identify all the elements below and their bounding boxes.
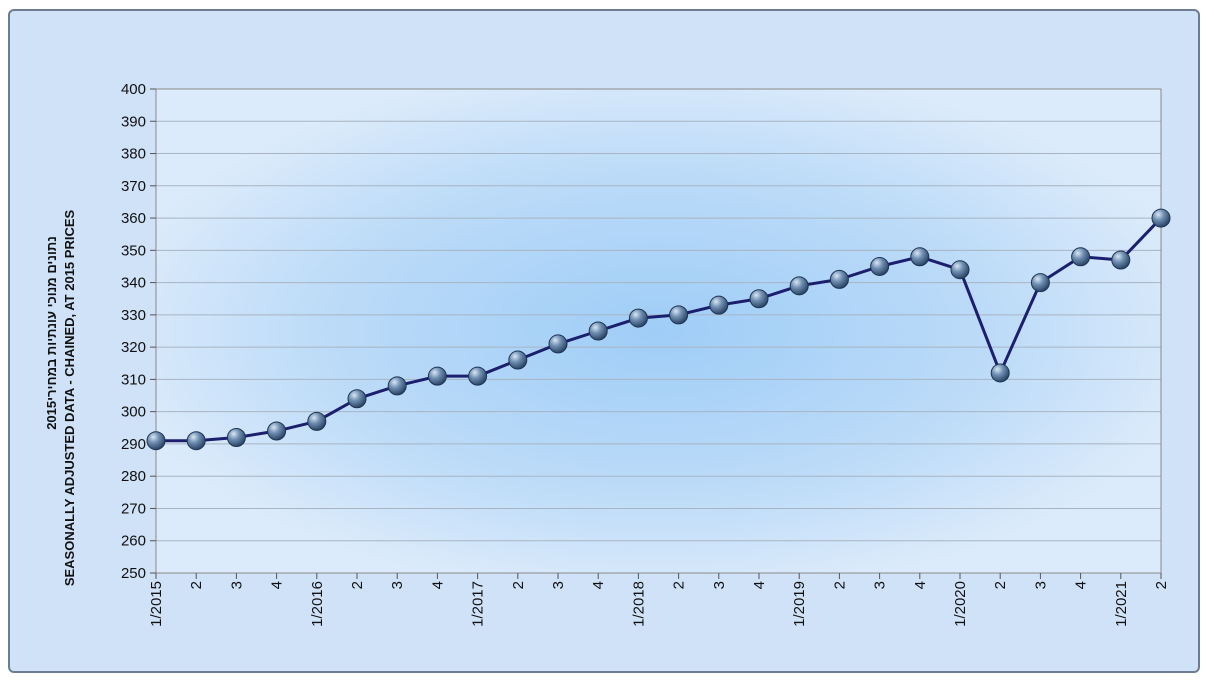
y-axis-title-english: SEASONALLY ADJUSTED DATA - CHAINED, AT 2… — [62, 210, 77, 587]
x-tick-label: 3 — [711, 581, 728, 589]
x-tick-label: 4 — [1073, 581, 1090, 589]
y-tick-label: 280 — [121, 468, 146, 485]
data-point — [1071, 247, 1091, 267]
x-tick-label: 3 — [389, 581, 406, 589]
x-tick-label: 1/2020 — [952, 581, 969, 627]
x-tick-label: 4 — [429, 581, 446, 589]
data-point — [1111, 250, 1131, 270]
y-tick-label: 320 — [121, 339, 146, 356]
y-tick-label: 260 — [121, 533, 146, 550]
y-tick-label: 290 — [121, 436, 146, 453]
x-tick-label: 4 — [269, 581, 286, 589]
x-tick-label: 4 — [751, 581, 768, 589]
y-tick-label: 310 — [121, 371, 146, 388]
data-point — [226, 427, 246, 447]
data-point — [990, 363, 1010, 383]
y-tick-label: 360 — [121, 210, 146, 227]
data-point — [709, 295, 729, 315]
x-axis: 1/2015 2 3 4 1/2016 2 3 4 1/2017 2 3 4 1/2018 2 3 4 1/20… — [148, 573, 1170, 627]
y-tick-label: 380 — [121, 146, 146, 163]
series-group — [146, 208, 1171, 451]
data-point — [588, 321, 608, 341]
x-tick-label: 1/2017 — [470, 581, 487, 627]
data-point — [468, 366, 488, 386]
y-tick-label: 400 — [121, 81, 146, 98]
y-tick-label: 350 — [121, 242, 146, 259]
y-tick-label: 300 — [121, 404, 146, 421]
data-point — [789, 276, 809, 296]
x-tick-label: 2 — [510, 581, 527, 589]
y-tick-label: 370 — [121, 178, 146, 195]
x-tick-label: 4 — [590, 581, 607, 589]
x-tick-label: 4 — [912, 581, 929, 589]
data-point — [950, 260, 970, 280]
data-point — [387, 376, 407, 396]
y-axis-title-hebrew: נתונים מנוכי עונתיות במחירי2015 — [44, 236, 59, 430]
y-tick-label: 390 — [121, 113, 146, 130]
y-tick-label: 340 — [121, 275, 146, 292]
data-point — [347, 389, 367, 409]
data-point — [749, 289, 769, 309]
data-point — [146, 431, 166, 451]
y-axis: 250 260 270 280 290 300 310 320 330 340 350 360 370 3… — [121, 81, 156, 582]
data-point — [669, 305, 689, 325]
x-tick-label: 2 — [188, 581, 205, 589]
x-tick-label: 1/2021 — [1113, 581, 1130, 627]
data-point — [267, 421, 287, 441]
y-tick-label: 270 — [121, 500, 146, 517]
data-point — [829, 269, 849, 289]
y-tick-label: 330 — [121, 307, 146, 324]
data-point — [1030, 273, 1050, 293]
x-tick-label: 3 — [1032, 581, 1049, 589]
x-tick-label: 2 — [671, 581, 688, 589]
x-tick-label: 3 — [872, 581, 889, 589]
data-point — [307, 411, 327, 431]
x-tick-label: 3 — [550, 581, 567, 589]
x-tick-label: 2 — [1153, 581, 1170, 589]
x-tick-label: 3 — [228, 581, 245, 589]
x-tick-label: 2 — [349, 581, 366, 589]
x-tick-label: 2 — [831, 581, 848, 589]
data-point — [870, 256, 890, 276]
y-tick-label: 250 — [121, 565, 146, 582]
data-point — [186, 431, 206, 451]
x-tick-label: 1/2018 — [630, 581, 647, 627]
data-point — [910, 247, 930, 267]
data-point — [1151, 208, 1171, 228]
data-point — [628, 308, 648, 328]
plot-area — [156, 89, 1161, 573]
data-point — [548, 334, 568, 354]
x-tick-label: 2 — [992, 581, 1009, 589]
x-tick-label: 1/2016 — [309, 581, 326, 627]
x-tick-label: 1/2019 — [791, 581, 808, 627]
plot-border — [155, 88, 1162, 574]
data-point — [508, 350, 528, 370]
x-tick-label: 1/2015 — [148, 581, 165, 627]
data-point — [427, 366, 447, 386]
